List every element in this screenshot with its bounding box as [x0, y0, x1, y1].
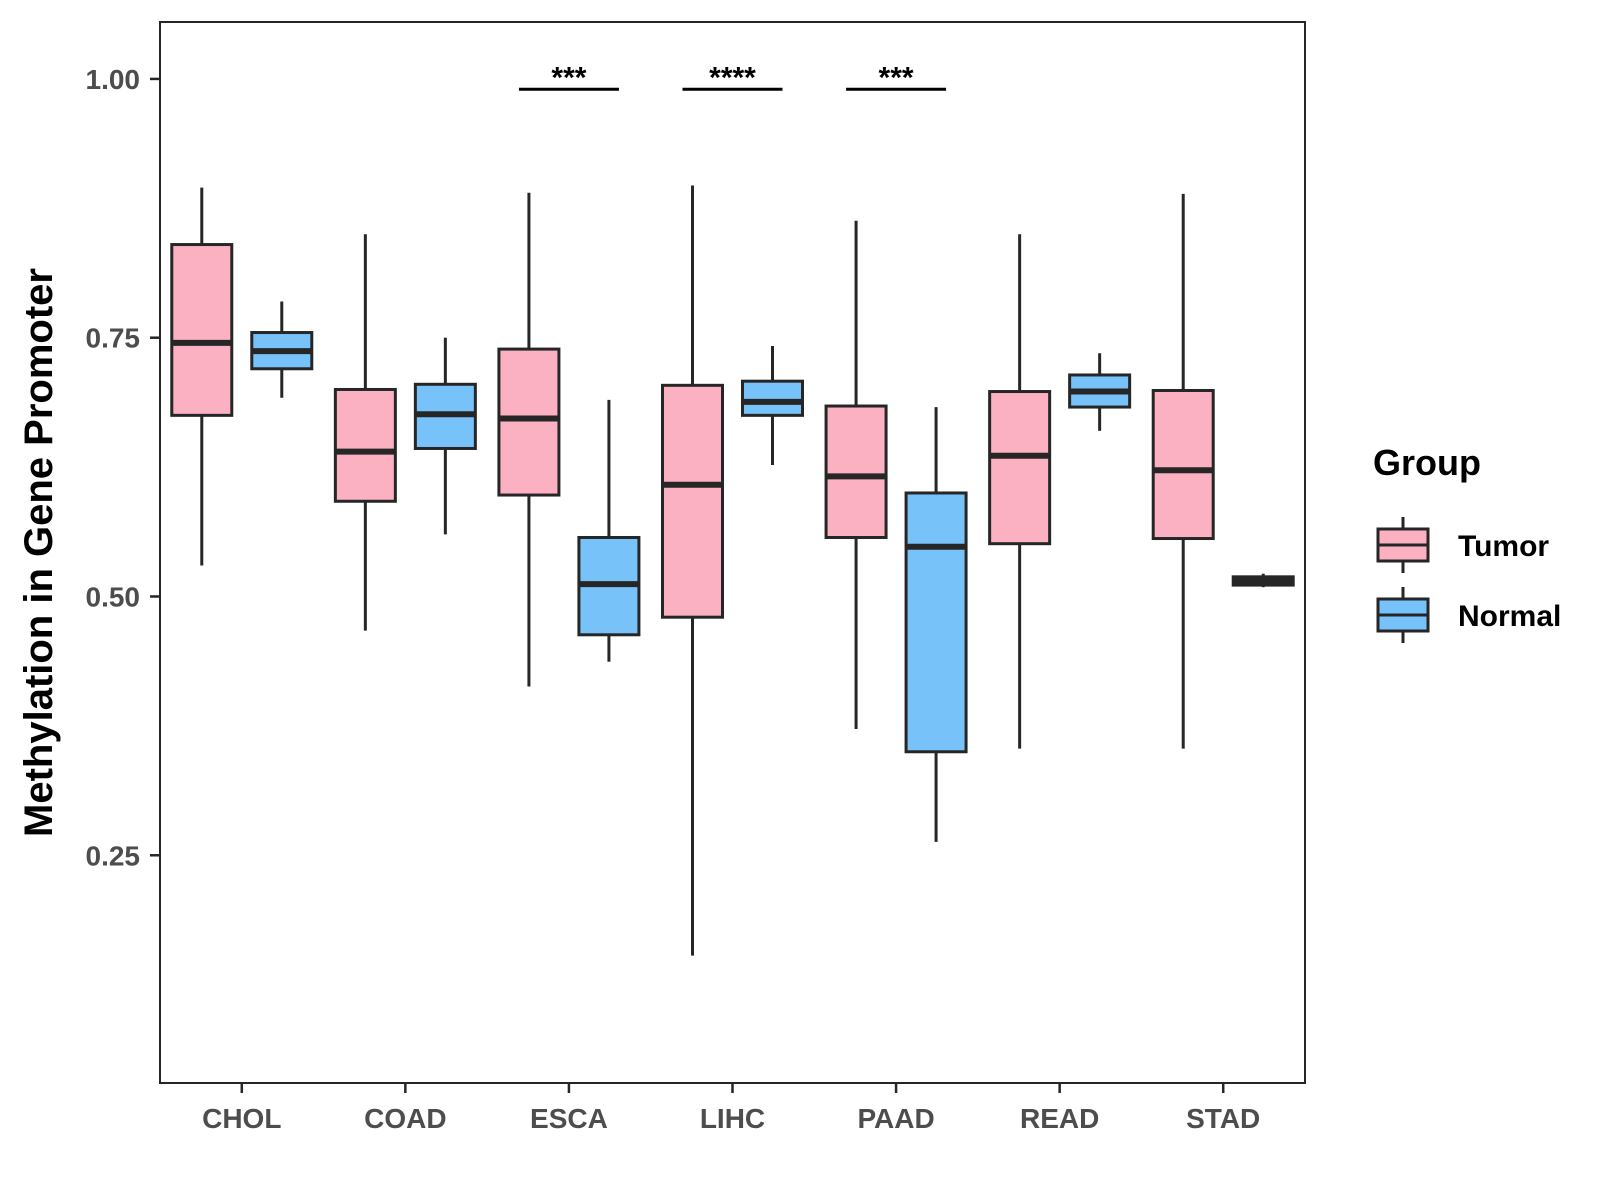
y-tick-label: 0.50 — [86, 581, 141, 612]
box-tumor-lihc — [661, 383, 724, 619]
x-tick-label: PAAD — [857, 1103, 934, 1134]
plot-panel — [159, 21, 1306, 1084]
box-tumor-read — [988, 390, 1052, 546]
x-tick-label: STAD — [1186, 1103, 1260, 1134]
significance-label: *** — [551, 61, 586, 94]
legend-title: Group — [1373, 442, 1481, 483]
box-normal-paad — [904, 491, 968, 754]
x-tick-label: LIHC — [700, 1103, 765, 1134]
box-tumor-stad — [1151, 389, 1215, 541]
x-tick-label: CHOL — [202, 1103, 281, 1134]
x-tick-label: COAD — [364, 1103, 446, 1134]
significance-label: **** — [709, 61, 756, 94]
x-tick-label: READ — [1020, 1103, 1099, 1134]
box-tumor-esca — [497, 347, 561, 497]
y-tick-label: 0.25 — [86, 840, 141, 871]
box-tumor-chol — [170, 243, 234, 417]
legend-label-tumor: Tumor — [1458, 530, 1549, 563]
x-tick-label: ESCA — [530, 1103, 608, 1134]
box-normal-lihc — [741, 379, 804, 417]
y-tick-label: 0.75 — [86, 323, 141, 354]
box-tumor-coad — [333, 387, 397, 503]
box-tumor-paad — [824, 404, 888, 539]
y-tick-label: 1.00 — [86, 64, 141, 95]
legend-label-normal: Normal — [1458, 600, 1561, 633]
y-axis-title: Methylation in Gene Promoter — [17, 268, 61, 837]
significance-label: *** — [879, 61, 914, 94]
